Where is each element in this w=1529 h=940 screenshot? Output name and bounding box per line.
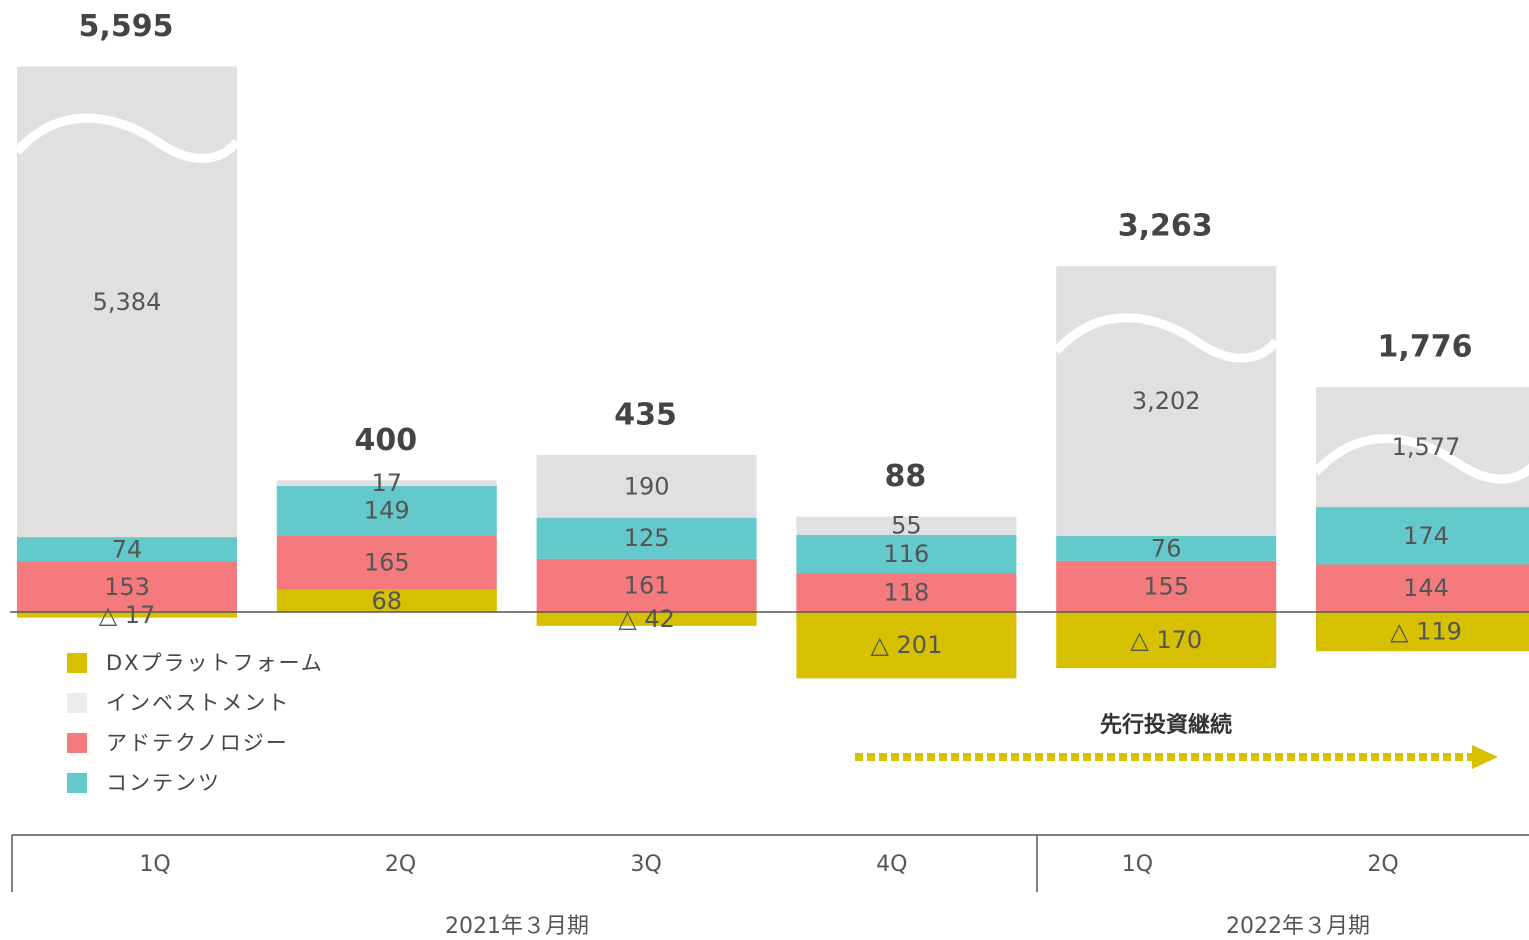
total-label: 1,776 <box>1378 330 1473 365</box>
bar-segment <box>17 66 237 538</box>
segment-label: 153 <box>104 573 150 601</box>
axis-break <box>1052 313 1280 363</box>
segment-label: 161 <box>624 571 670 599</box>
segment-label: 3,202 <box>1132 387 1201 415</box>
legend-swatch <box>67 693 87 713</box>
bar-segment <box>1056 560 1277 612</box>
segment-label: 74 <box>112 535 143 563</box>
segment-label: 17 <box>372 469 403 497</box>
bar-segment <box>1056 535 1277 561</box>
bar-segment <box>536 517 757 559</box>
segment-label: 125 <box>624 524 670 552</box>
legend-label: アドテクノロジー <box>106 731 289 755</box>
bar-segment <box>276 589 497 612</box>
bars <box>13 66 1529 679</box>
total-label: 5,595 <box>79 9 174 44</box>
segment-label: 174 <box>1403 522 1449 550</box>
segment-label: 116 <box>883 540 929 568</box>
segment-label: △ 170 <box>1130 626 1202 654</box>
group-label: 2022年３月期 <box>1226 914 1370 939</box>
bar-segment <box>17 612 237 618</box>
segment-label: △ 119 <box>1390 618 1462 646</box>
total-label: 400 <box>354 423 417 458</box>
bar-segment <box>276 480 497 486</box>
segment-label: △ 201 <box>870 631 942 659</box>
segment-label: 155 <box>1143 572 1189 600</box>
bar-segment <box>796 534 1017 574</box>
bar-segment <box>536 454 757 518</box>
segment-label: 76 <box>1151 534 1182 562</box>
segment-label: △ 42 <box>618 605 675 633</box>
bar-segment <box>1316 564 1529 612</box>
category-label: 1Q <box>139 852 170 877</box>
segment-label: 165 <box>364 548 410 576</box>
segment-label: △ 17 <box>99 601 156 629</box>
legend-swatch <box>67 733 87 753</box>
bar-segment <box>536 558 757 612</box>
trend-arrow-head <box>1472 745 1498 769</box>
axis-break <box>1312 434 1529 484</box>
total-label: 3,263 <box>1118 209 1213 244</box>
segment-label: 118 <box>883 579 929 607</box>
category-label: 1Q <box>1122 852 1153 877</box>
segment-label: 1,577 <box>1392 433 1461 461</box>
axis-break <box>13 113 241 163</box>
legend-label: コンテンツ <box>106 771 221 795</box>
bar-segment <box>276 535 497 590</box>
segment-label: 190 <box>624 472 670 500</box>
segment-label: 144 <box>1403 574 1449 602</box>
bar-segment <box>17 537 237 562</box>
total-label: 435 <box>614 397 677 432</box>
legend-label: インベストメント <box>106 691 290 715</box>
bar-segment <box>1316 507 1529 565</box>
bar-segment <box>1056 612 1277 669</box>
total-label: 88 <box>885 459 927 494</box>
category-label: 2Q <box>1367 852 1398 877</box>
group-label: 2021年３月期 <box>445 914 589 939</box>
bar-segment <box>1056 266 1277 536</box>
bar-segment <box>17 561 237 612</box>
annotation: 先行投資継続 <box>1100 712 1232 738</box>
bar-segment <box>796 516 1017 535</box>
bar-segment <box>276 485 497 536</box>
bar-segment <box>796 573 1017 612</box>
category-label: 4Q <box>876 852 907 877</box>
segment-label: 55 <box>891 512 922 540</box>
bar-segment <box>536 612 757 626</box>
segment-label: 149 <box>364 497 410 525</box>
legend-swatch <box>67 653 87 673</box>
segment-label: 68 <box>372 587 403 615</box>
bar-segment <box>1316 612 1529 652</box>
category-label: 2Q <box>385 852 416 877</box>
legend-label: DXプラットフォーム <box>106 651 324 675</box>
category-label: 3Q <box>631 852 662 877</box>
legend-swatch <box>67 773 87 793</box>
segment-label: 5,384 <box>93 288 162 316</box>
bar-segment <box>796 612 1017 679</box>
